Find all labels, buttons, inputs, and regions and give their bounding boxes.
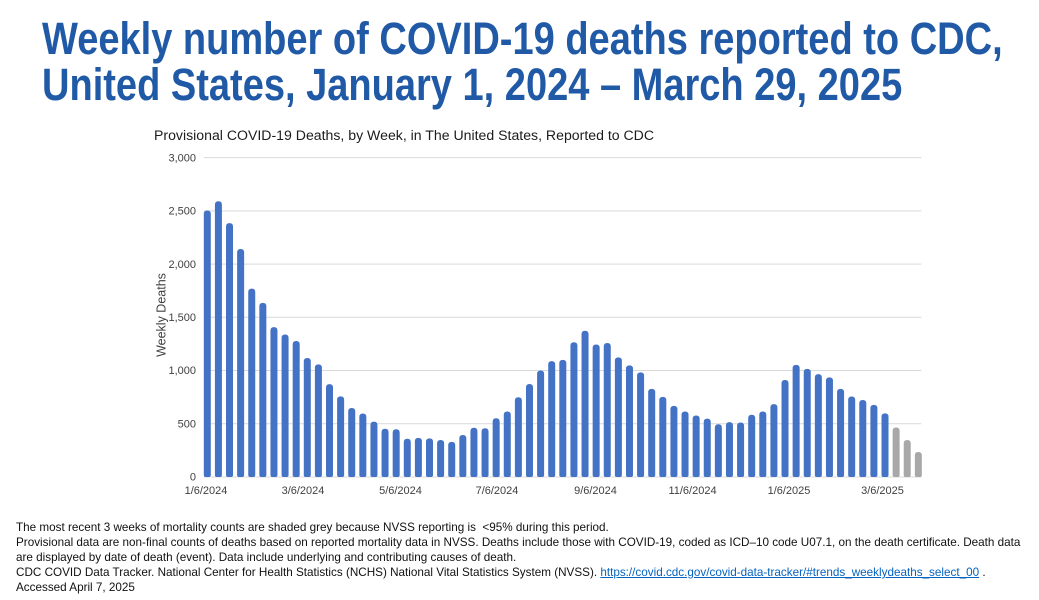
svg-text:3,000: 3,000 <box>168 152 196 164</box>
svg-text:9/6/2024: 9/6/2024 <box>574 485 617 497</box>
svg-text:11/6/2024: 11/6/2024 <box>668 485 716 497</box>
svg-text:1,000: 1,000 <box>168 365 196 377</box>
svg-text:3/6/2024: 3/6/2024 <box>282 485 325 497</box>
svg-text:1,500: 1,500 <box>168 312 196 324</box>
svg-text:1/6/2025: 1/6/2025 <box>768 485 811 497</box>
svg-text:500: 500 <box>178 418 196 430</box>
svg-text:2,000: 2,000 <box>168 259 196 271</box>
svg-text:2,500: 2,500 <box>168 206 196 218</box>
svg-text:3/6/2025: 3/6/2025 <box>861 485 904 497</box>
svg-text:0: 0 <box>190 472 196 484</box>
svg-text:5/6/2024: 5/6/2024 <box>379 485 422 497</box>
svg-text:1/6/2024: 1/6/2024 <box>185 485 228 497</box>
svg-text:Weekly Deaths: Weekly Deaths <box>155 273 169 357</box>
svg-text:7/6/2024: 7/6/2024 <box>476 485 519 497</box>
